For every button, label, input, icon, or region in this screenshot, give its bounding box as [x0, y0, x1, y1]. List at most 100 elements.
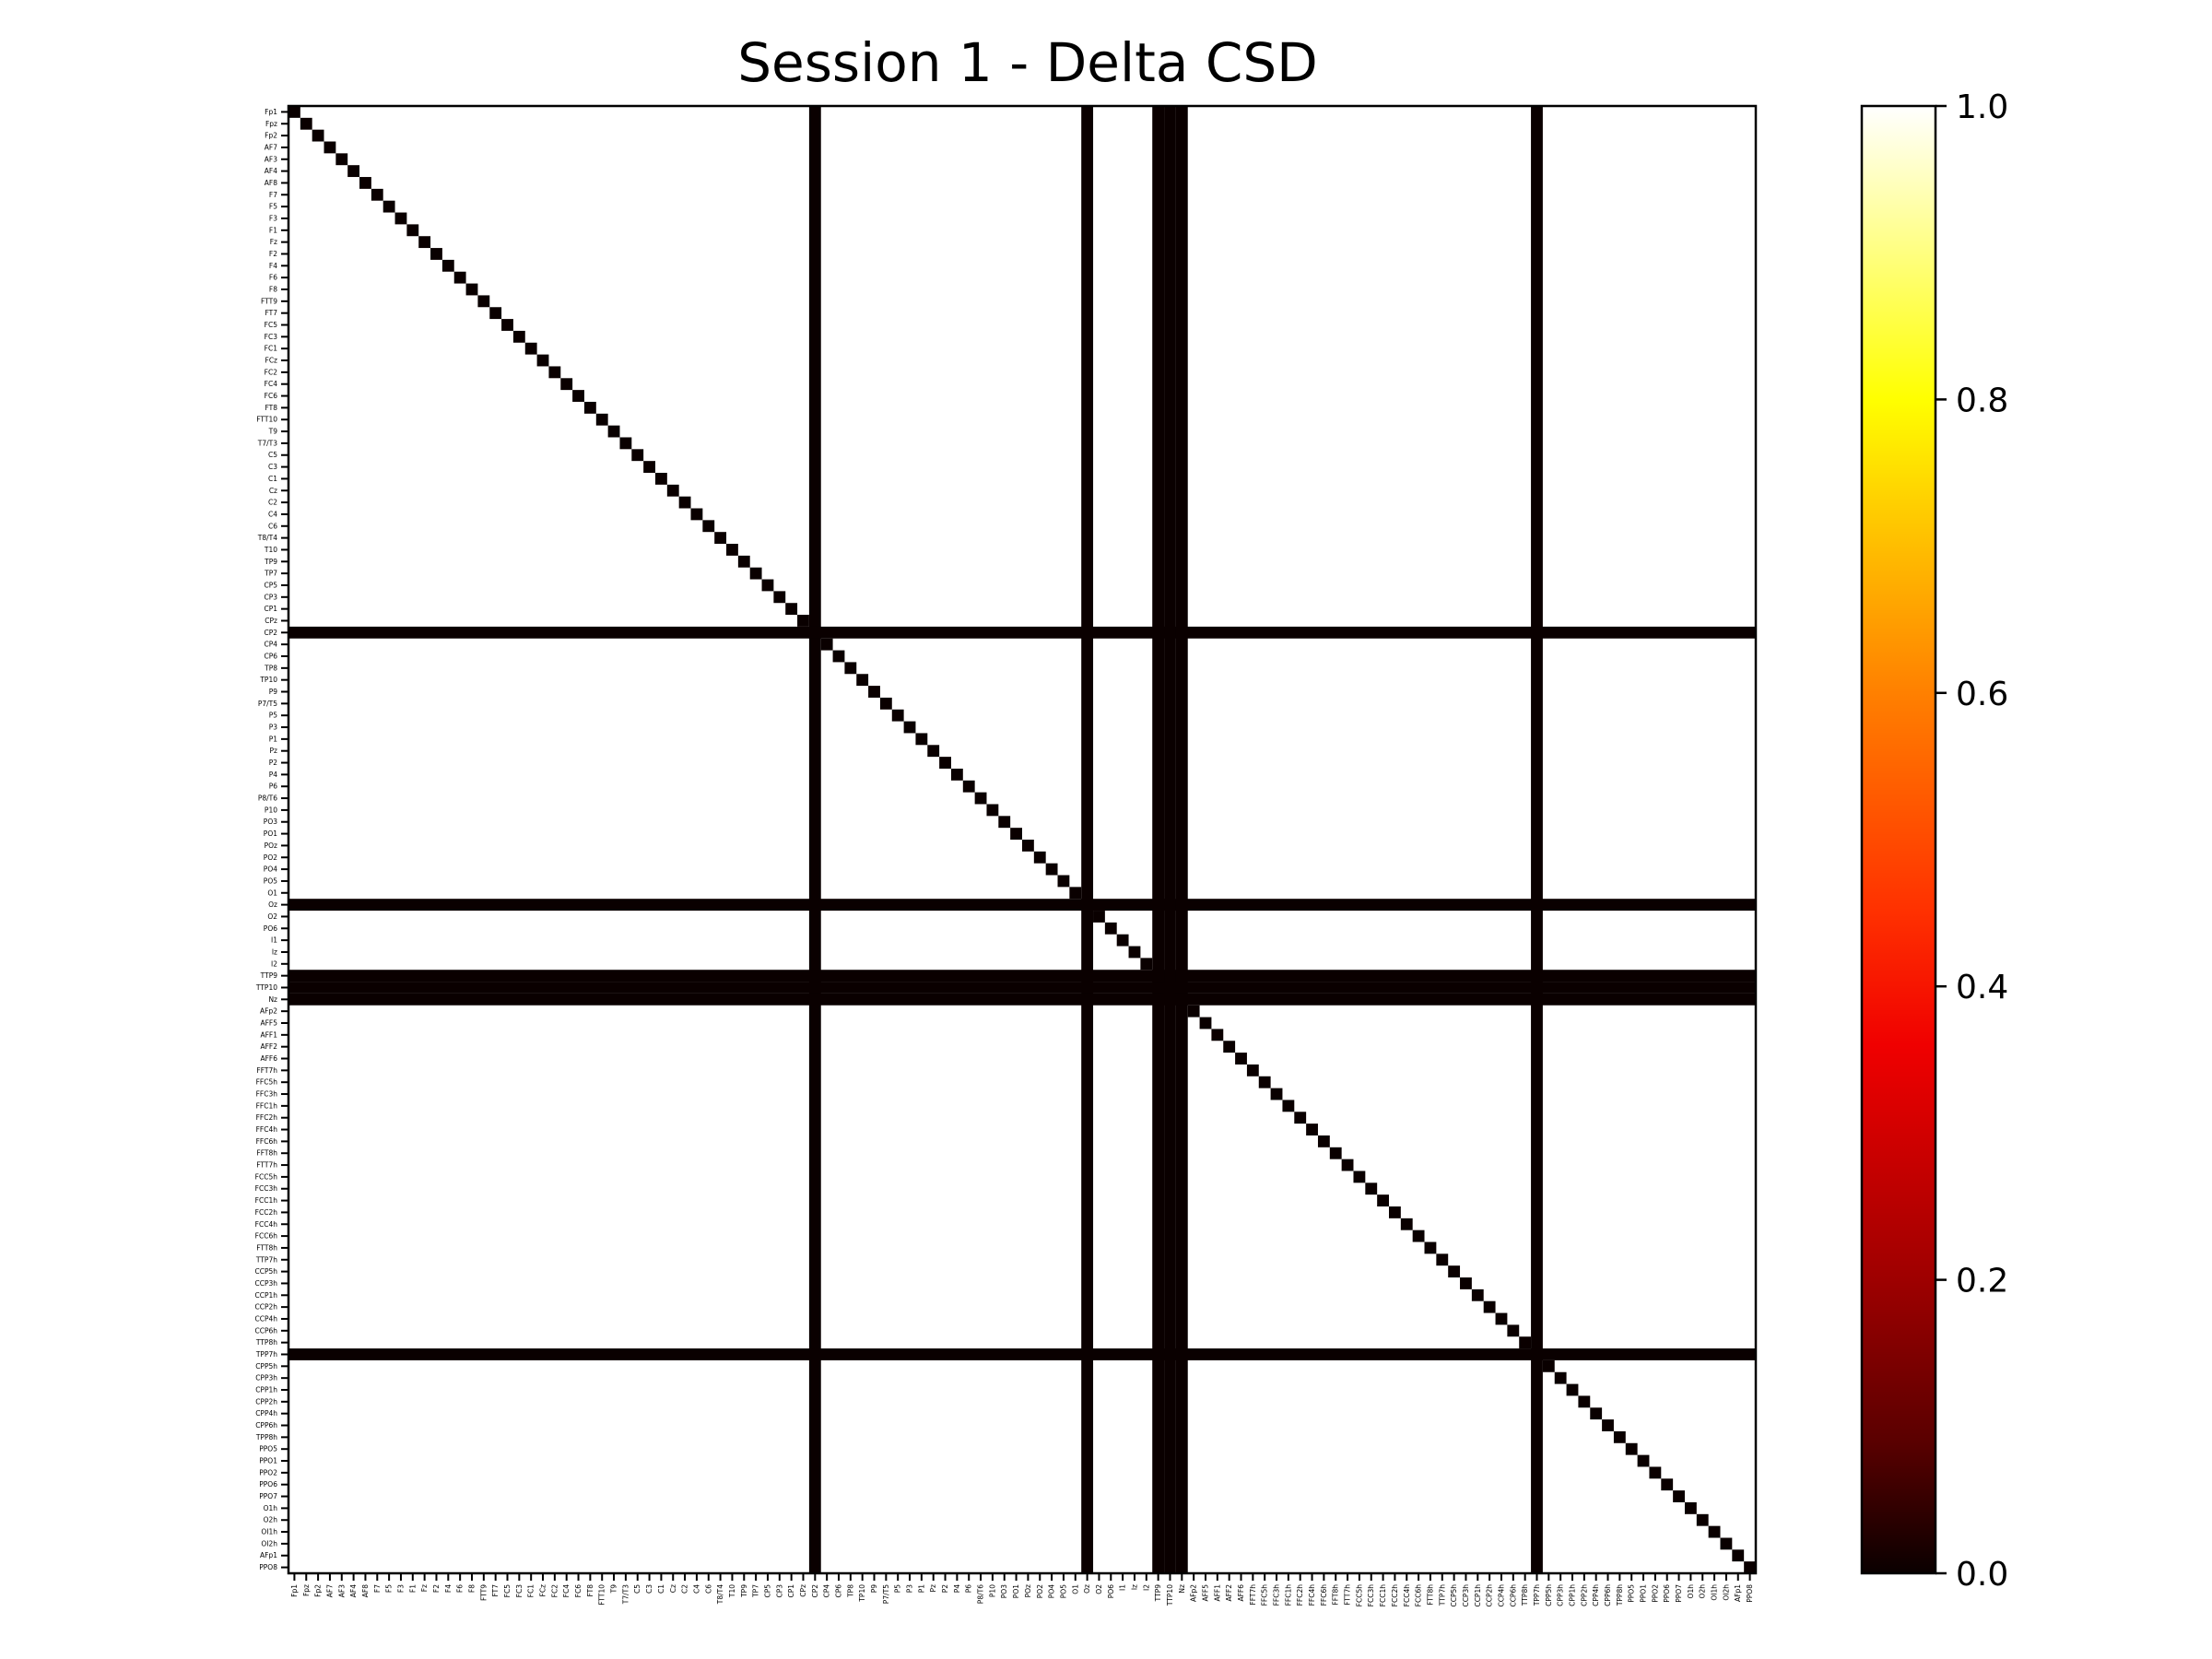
- y-tick-label: CP4: [264, 641, 277, 649]
- diagonal-cell-AFp1: [1732, 1549, 1745, 1562]
- diagonal-cell-PPO5: [1625, 1442, 1638, 1455]
- y-tick-label: FTT7h: [256, 1161, 277, 1170]
- x-tick-label: CPP3h: [1557, 1584, 1565, 1606]
- x-tick-label: T9: [610, 1584, 618, 1594]
- diagonal-cell-AF8: [359, 177, 371, 189]
- diagonal-cell-OI1h: [1708, 1525, 1721, 1538]
- diagonal-cell-O2: [1093, 911, 1105, 923]
- diagonal-cell-FCz: [536, 354, 549, 367]
- diagonal-cell-T9: [607, 425, 620, 438]
- diagonal-cell-FFT8h: [1329, 1147, 1342, 1159]
- diagonal-cell-P2: [939, 757, 951, 769]
- x-tick-label: P6: [965, 1584, 973, 1594]
- y-tick-label: F6: [269, 274, 277, 282]
- x-tick-label: CCP3h: [1462, 1584, 1470, 1607]
- y-tick-label: CCP3h: [254, 1279, 277, 1288]
- x-tick-label: O1: [1071, 1584, 1079, 1594]
- x-tick-label: AF3: [337, 1584, 346, 1597]
- x-tick-label: FTT10: [598, 1584, 606, 1606]
- x-tick-label: FC3: [515, 1584, 524, 1598]
- y-tick-label: FTT10: [256, 416, 277, 424]
- colorbar-tick-label: 0.2: [1956, 1263, 2008, 1300]
- y-tick-label: Fp1: [265, 108, 277, 116]
- x-tick-label: C2: [681, 1584, 689, 1594]
- zero-row-TTP9: [288, 970, 1756, 982]
- diagonal-cell-P7/T5: [879, 697, 892, 710]
- diagonal-cell-P10: [986, 804, 999, 817]
- diagonal-cell-CP3: [773, 591, 786, 604]
- x-tick-label: AFF2: [1225, 1584, 1233, 1602]
- diagonal-cell-O1: [1069, 887, 1082, 900]
- diagonal-cell-Fz: [418, 236, 431, 249]
- diagonal-cell-CCP2h: [1483, 1300, 1496, 1313]
- y-tick-label: T9: [268, 428, 278, 436]
- x-tick-label: F6: [456, 1584, 465, 1593]
- diagonal-cell-FC3: [512, 330, 525, 343]
- x-tick-label: CPP2h: [1580, 1584, 1588, 1606]
- x-tick-label: FFC6h: [1320, 1584, 1328, 1606]
- x-tick-label: FTT9: [479, 1584, 488, 1601]
- y-tick-label: CCP2h: [254, 1303, 277, 1312]
- x-tick-label: TP10: [858, 1584, 866, 1603]
- y-tick-label: F7: [269, 191, 277, 199]
- x-tick-label: C5: [633, 1584, 641, 1594]
- y-tick-label: CPz: [265, 617, 277, 625]
- diagonal-cell-PPO8: [1744, 1561, 1756, 1573]
- x-tick-label: TTP9: [1154, 1584, 1162, 1603]
- y-tick-label: F1: [269, 226, 277, 234]
- x-tick-label: CPz: [799, 1584, 807, 1597]
- y-tick-label: PO1: [264, 830, 277, 838]
- diagonal-cell-AF4: [347, 165, 360, 178]
- diagonal-cell-T7/T3: [619, 437, 632, 450]
- x-tick-label: FCC6h: [1415, 1584, 1423, 1607]
- diagonal-cell-AFF2: [1223, 1041, 1236, 1053]
- x-tick-label: Fp2: [314, 1584, 323, 1597]
- diagonal-cell-C6: [702, 520, 715, 533]
- x-tick-label: AFF6: [1237, 1584, 1245, 1602]
- diagonal-cell-FTT10: [595, 413, 608, 426]
- diagonal-cell-CP1: [785, 603, 798, 616]
- diagonal-cell-PPO2: [1649, 1466, 1662, 1479]
- y-tick-label: POz: [265, 841, 277, 850]
- y-tick-label: O1: [267, 888, 277, 897]
- y-tick-label: AF3: [265, 155, 277, 163]
- y-tick-label: CCP1h: [254, 1291, 277, 1300]
- y-tick-label: I1: [271, 936, 277, 945]
- y-tick-label: FCC3h: [255, 1184, 278, 1193]
- x-tick-label: FT7: [491, 1584, 500, 1597]
- y-tick-label: AF4: [265, 167, 277, 175]
- y-tick-label: C6: [268, 522, 277, 530]
- y-tick-label: FTT9: [261, 297, 277, 305]
- diagonal-cell-P9: [868, 686, 880, 698]
- y-tick-label: P8/T6: [258, 794, 277, 803]
- diagonal-cell-Fp1: [288, 106, 300, 118]
- diagonal-cell-FFC1h: [1282, 1100, 1295, 1112]
- diagonal-cell-CCP3h: [1460, 1277, 1472, 1289]
- x-tick-label: TPP7h: [1533, 1584, 1541, 1606]
- x-tick-label: P4: [953, 1584, 961, 1594]
- y-tick-label: CPP4h: [255, 1409, 277, 1418]
- x-tick-label: FTT7h: [1344, 1584, 1352, 1606]
- x-tick-label: CCP6h: [1509, 1584, 1517, 1607]
- zero-column-TPP7h: [1531, 106, 1543, 1573]
- diagonal-cell-T10: [726, 544, 738, 556]
- x-tick-label: FC2: [550, 1584, 559, 1598]
- y-tick-label: C1: [268, 475, 277, 483]
- y-tick-label: TP7: [264, 570, 277, 578]
- diagonal-cell-OI2h: [1720, 1537, 1733, 1550]
- diagonal-cell-FFT7h: [1246, 1064, 1259, 1077]
- diagonal-cell-Fpz: [300, 117, 312, 130]
- diagonal-cell-AFF1: [1211, 1029, 1224, 1041]
- y-tick-label: FC5: [265, 321, 278, 329]
- y-tick-label: CP2: [264, 629, 277, 637]
- y-tick-label: FFC4h: [256, 1125, 278, 1134]
- x-tick-label: FFC3h: [1273, 1584, 1281, 1606]
- y-tick-label: PPO7: [259, 1492, 277, 1500]
- x-tick-label: FCC2h: [1391, 1584, 1399, 1607]
- y-tick-label: F5: [269, 203, 277, 211]
- x-tick-label: FCC3h: [1367, 1584, 1375, 1607]
- diagonal-cell-CPP5h: [1542, 1359, 1555, 1372]
- diagonal-cell-P6: [962, 780, 975, 793]
- y-tick-label: F2: [269, 250, 277, 258]
- x-tick-label: P5: [894, 1584, 902, 1594]
